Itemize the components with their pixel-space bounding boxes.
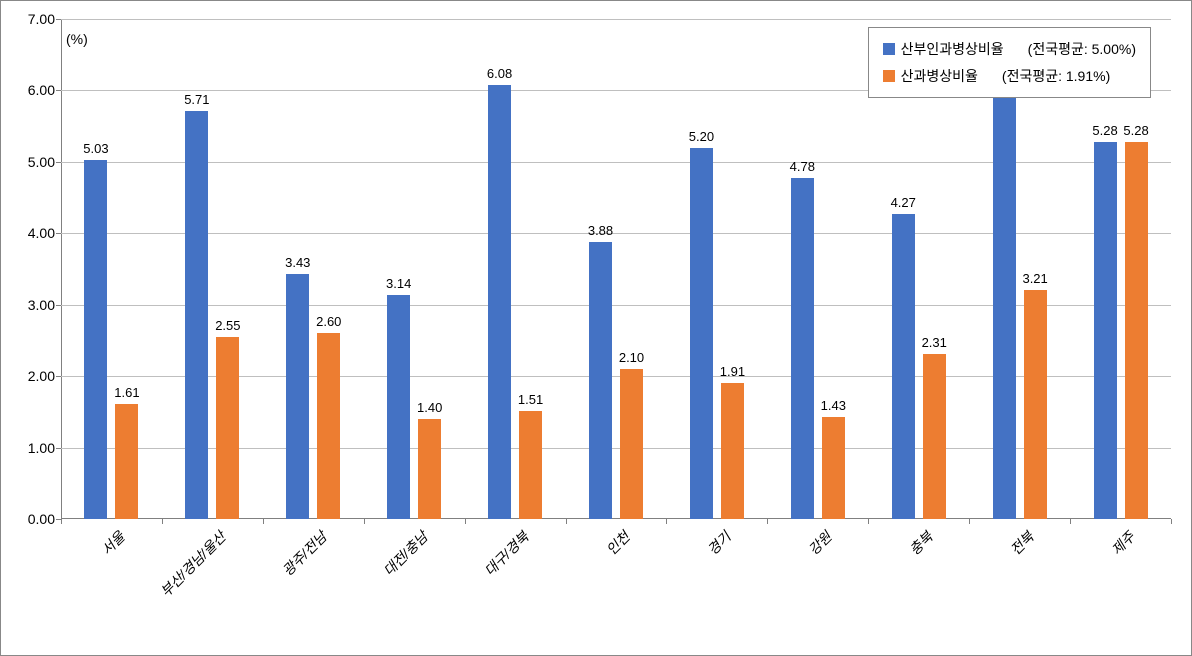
x-axis-label: 충북 bbox=[904, 527, 936, 559]
y-axis-label: 3.00 bbox=[28, 297, 55, 313]
y-axis-label: 2.00 bbox=[28, 368, 55, 384]
bar-value-label: 4.27 bbox=[891, 195, 916, 210]
bar: 1.40 bbox=[418, 419, 441, 519]
bar: 5.71 bbox=[185, 111, 208, 519]
bar: 5.20 bbox=[690, 148, 713, 519]
unit-label: (%) bbox=[66, 31, 88, 47]
bar-value-label: 5.71 bbox=[184, 92, 209, 107]
bar: 4.78 bbox=[791, 178, 814, 519]
x-tick bbox=[868, 519, 869, 524]
legend-swatch-2 bbox=[883, 70, 895, 82]
bar-value-label: 2.55 bbox=[215, 318, 240, 333]
y-axis-label: 4.00 bbox=[28, 225, 55, 241]
bar: 3.88 bbox=[589, 242, 612, 519]
x-tick bbox=[162, 519, 163, 524]
y-axis-label: 6.00 bbox=[28, 82, 55, 98]
bar-value-label: 1.43 bbox=[821, 398, 846, 413]
bar: 3.14 bbox=[387, 295, 410, 519]
x-axis-labels: 서울 부산/경남/울산 광주/전남 대전/충남 대구/경북 인천 경기 강원 충북 전북 제주 bbox=[61, 527, 1171, 647]
bar: 5.28 bbox=[1094, 142, 1117, 519]
x-axis-label: 인천 bbox=[602, 527, 634, 559]
legend-avg-2: (전국평균: 1.91%) bbox=[1002, 63, 1110, 90]
bar: 2.55 bbox=[216, 337, 239, 519]
legend-item-series-2: 산과병상비율 (전국평균: 1.91%) bbox=[883, 63, 1136, 90]
bar: 6.08 bbox=[488, 85, 511, 519]
bar-value-label: 2.10 bbox=[619, 350, 644, 365]
x-axis-label: 서울 bbox=[97, 527, 129, 559]
bar: 2.31 bbox=[923, 354, 946, 519]
bar-value-label: 2.60 bbox=[316, 314, 341, 329]
legend-label-2: 산과병상비율 bbox=[901, 63, 978, 90]
legend-avg-1: (전국평균: 5.00%) bbox=[1028, 36, 1136, 63]
bar: 3.21 bbox=[1024, 290, 1047, 519]
x-axis-label: 부산/경남/울산 bbox=[156, 527, 230, 601]
x-axis-label: 전북 bbox=[1005, 527, 1037, 559]
bar-value-label: 3.21 bbox=[1022, 271, 1047, 286]
bar: 1.61 bbox=[115, 404, 138, 519]
x-tick bbox=[61, 519, 62, 524]
bar-value-label: 5.28 bbox=[1092, 123, 1117, 138]
bar-value-label: 1.61 bbox=[114, 385, 139, 400]
bar-value-label: 1.91 bbox=[720, 364, 745, 379]
bar-value-label: 2.31 bbox=[922, 335, 947, 350]
bar: 1.51 bbox=[519, 411, 542, 519]
x-axis-label: 대구/경북 bbox=[480, 527, 533, 580]
bar: 2.60 bbox=[317, 333, 340, 519]
legend-item-series-1: 산부인과병상비율 (전국평균: 5.00%) bbox=[883, 36, 1136, 63]
bar: 2.10 bbox=[620, 369, 643, 519]
x-tick bbox=[1070, 519, 1071, 524]
bar: 1.43 bbox=[822, 417, 845, 519]
legend: 산부인과병상비율 (전국평균: 5.00%) 산과병상비율 (전국평균: 1.9… bbox=[868, 27, 1151, 98]
bar-value-label: 3.88 bbox=[588, 223, 613, 238]
x-axis-label: 광주/전남 bbox=[278, 527, 331, 580]
bar: 5.90 bbox=[993, 98, 1016, 519]
bar-value-label: 5.28 bbox=[1123, 123, 1148, 138]
y-axis-label: 7.00 bbox=[28, 11, 55, 27]
x-axis-label: 제주 bbox=[1106, 527, 1138, 559]
x-tick bbox=[263, 519, 264, 524]
x-tick bbox=[969, 519, 970, 524]
bar-value-label: 1.40 bbox=[417, 400, 442, 415]
y-axis-label: 1.00 bbox=[28, 440, 55, 456]
bar: 5.28 bbox=[1125, 142, 1148, 519]
x-tick bbox=[364, 519, 365, 524]
legend-swatch-1 bbox=[883, 43, 895, 55]
x-axis-label: 강원 bbox=[804, 527, 836, 559]
x-tick bbox=[1171, 519, 1172, 524]
bar-value-label: 4.78 bbox=[790, 159, 815, 174]
x-tick bbox=[465, 519, 466, 524]
bar: 3.43 bbox=[286, 274, 309, 519]
bar-value-label: 6.08 bbox=[487, 66, 512, 81]
bar: 5.03 bbox=[84, 160, 107, 519]
bar: 1.91 bbox=[721, 383, 744, 519]
y-axis-label: 5.00 bbox=[28, 154, 55, 170]
bar-chart: 0.00 1.00 2.00 3.00 4.00 5.00 6.00 7.00 5.03 1.6… bbox=[0, 0, 1192, 656]
x-tick bbox=[666, 519, 667, 524]
bar-value-label: 1.51 bbox=[518, 392, 543, 407]
x-tick bbox=[566, 519, 567, 524]
y-axis-label: 0.00 bbox=[28, 511, 55, 527]
legend-label-1: 산부인과병상비율 bbox=[901, 36, 1004, 63]
bar-value-label: 5.03 bbox=[83, 141, 108, 156]
bar-value-label: 3.43 bbox=[285, 255, 310, 270]
bar-value-label: 5.20 bbox=[689, 129, 714, 144]
x-axis-label: 대전/충남 bbox=[379, 527, 432, 580]
bar-value-label: 3.14 bbox=[386, 276, 411, 291]
x-axis-label: 경기 bbox=[703, 527, 735, 559]
x-tick bbox=[767, 519, 768, 524]
bar: 4.27 bbox=[892, 214, 915, 519]
